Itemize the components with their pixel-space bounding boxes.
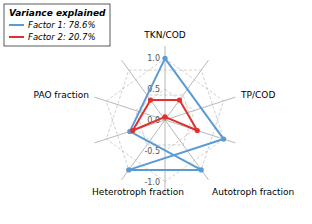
grid-line <box>106 58 223 170</box>
axis-line <box>95 97 236 143</box>
legend-box <box>4 4 110 46</box>
tick-label: -0.5 <box>144 147 160 156</box>
legend-swatch <box>9 36 24 38</box>
category-label: Autotroph fraction <box>212 187 294 197</box>
series-point <box>148 97 153 102</box>
series-point <box>221 136 226 141</box>
series-point <box>199 167 204 172</box>
series-point <box>130 128 135 133</box>
legend-swatch <box>9 24 24 26</box>
series-line <box>129 58 224 170</box>
grid-line <box>136 89 195 145</box>
tick-label: 1.0 <box>147 54 160 63</box>
legend: Variance explained Factor 1: 78.6% Factor … <box>4 4 110 46</box>
plot-area <box>126 56 226 173</box>
grid-line <box>136 95 195 151</box>
category-label: TP/COD <box>240 90 275 100</box>
series-point <box>126 167 131 172</box>
legend-label: Factor 2: 20.7% <box>28 32 95 42</box>
legend-title: Variance explained <box>9 8 106 18</box>
chart: -1.0-0.50.00.51.0TKN/CODTP/CODAutotroph … <box>0 0 312 224</box>
tick-label: -1.0 <box>144 178 160 187</box>
legend-label: Factor 1: 78.6% <box>28 20 95 30</box>
category-label: PAO fraction <box>34 90 89 100</box>
series-point <box>177 97 182 102</box>
category-label: TKN/COD <box>143 30 186 40</box>
series-point <box>162 114 167 119</box>
series-point <box>195 128 200 133</box>
series-point <box>162 56 167 61</box>
category-label: Heterotroph fraction <box>92 187 184 197</box>
grid-line <box>106 70 223 182</box>
axis-line <box>95 97 236 143</box>
series-line <box>133 100 198 130</box>
